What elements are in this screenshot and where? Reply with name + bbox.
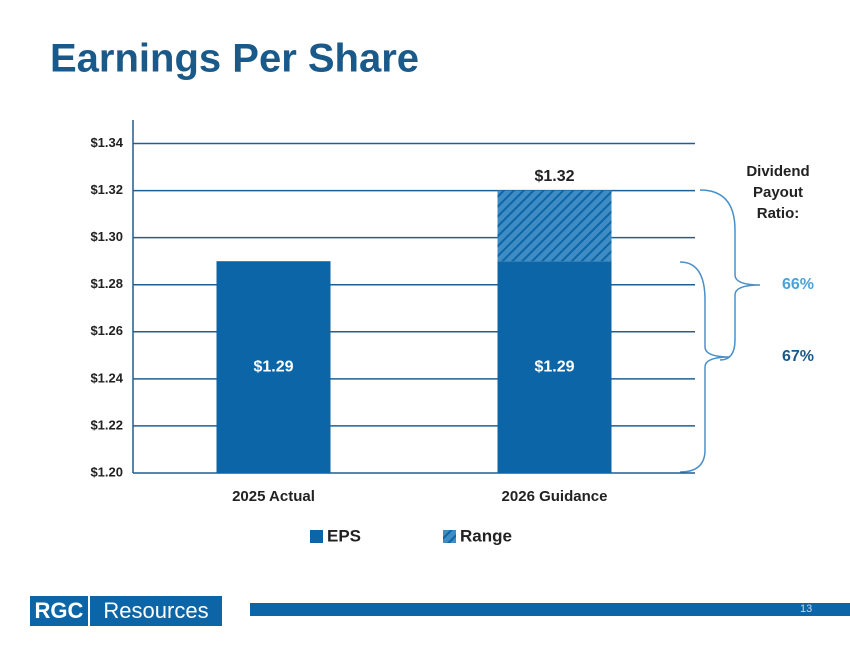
logo-right: Resources bbox=[103, 598, 208, 623]
y-tick-label: $1.30 bbox=[90, 229, 123, 244]
page-number: 13 bbox=[800, 603, 812, 615]
y-tick-label: $1.24 bbox=[90, 370, 123, 385]
bar-segment bbox=[216, 261, 331, 473]
annotation-title: Dividend bbox=[746, 163, 809, 180]
x-tick-label: 2026 Guidance bbox=[502, 488, 608, 505]
legend-label: EPS bbox=[327, 526, 361, 545]
y-tick-label: $1.20 bbox=[90, 464, 123, 479]
slide-title: Earnings Per Share bbox=[50, 37, 419, 81]
y-tick-label: $1.32 bbox=[90, 182, 123, 197]
y-tick-label: $1.28 bbox=[90, 276, 123, 291]
brace bbox=[699, 189, 761, 361]
legend-label: Range bbox=[460, 526, 512, 545]
value-label: $1.29 bbox=[253, 358, 293, 375]
logo-left: RGC bbox=[35, 598, 84, 623]
logo-box bbox=[30, 596, 88, 626]
value-label: $1.29 bbox=[534, 358, 574, 375]
payout-ratio: 67% bbox=[782, 348, 814, 365]
y-tick-label: $1.26 bbox=[90, 323, 123, 338]
footer-bar bbox=[250, 603, 850, 616]
logo-box bbox=[90, 596, 222, 626]
y-tick-label: $1.34 bbox=[90, 135, 123, 150]
total-label: $1.32 bbox=[534, 168, 574, 185]
bar-segment bbox=[497, 261, 612, 473]
annotation-title: Payout bbox=[753, 184, 803, 201]
x-tick-label: 2025 Actual bbox=[232, 488, 315, 505]
bar-segment bbox=[497, 190, 612, 262]
legend-swatch bbox=[310, 530, 323, 543]
brace bbox=[679, 261, 731, 473]
y-tick-label: $1.22 bbox=[90, 417, 123, 432]
payout-ratio: 66% bbox=[782, 276, 814, 293]
annotation-title: Ratio: bbox=[757, 205, 800, 222]
legend-swatch bbox=[443, 530, 456, 543]
